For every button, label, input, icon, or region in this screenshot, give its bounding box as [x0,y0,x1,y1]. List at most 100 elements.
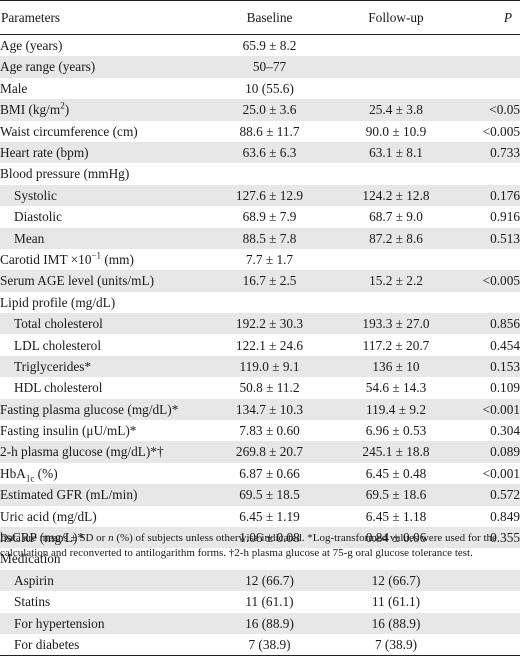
parameter-label: HDL cholesterol [14,380,103,396]
baseline-value: 12 (66.7) [208,569,331,592]
followup-value: 69.5 ± 18.6 [331,484,461,506]
baseline-value: 88.5 ± 7.8 [208,227,331,249]
baseline-value: 10 (55.6) [245,80,294,96]
table-row: Heart rate (bpm) 63.6 ± 6.3 63.1 ± 8.1 0.73… [0,141,520,164]
baseline-value: 65.9 ± 8.2 [242,38,297,54]
p-value: 0.856 [461,313,520,335]
baseline-value: 6.45 ± 1.19 [239,508,300,524]
table-row: Uric acid (mg/dL) 6.45 ± 1.19 6.45 ± 1.18 0… [0,506,520,527]
baseline-value: 16 (88.9) [208,612,331,634]
header-baseline: Baseline [208,0,331,35]
parameter-label: Lipid profile (mg/dL) [0,294,116,310]
p-value [461,56,520,78]
baseline-value: 25.0 ± 3.6 [208,99,331,121]
parameter-label: LDL cholesterol [14,337,102,353]
p-value: <0.001 [482,465,520,481]
followup-value: 16 (88.9) [331,612,461,634]
parameter-label: Systolic [0,184,208,207]
header-followup: Follow-up [331,0,461,35]
parameter-label: hsCRP (mg/L)* [0,526,208,549]
table-footnote: Data are means ± SD or n (%) of subjects… [0,532,497,559]
parameter-label: For hypertension [0,612,208,634]
parameter-label: Male [0,80,28,96]
p-value: <0.001 [461,398,520,421]
parameter-label: Medication [0,551,61,567]
parameter-label: Mean [0,227,208,249]
followup-value [331,249,461,270]
parameter-label: Serum AGE level (units/mL) [0,270,208,292]
baseline-value: 63.6 ± 6.3 [208,141,331,164]
baseline-value: 11 (61.1) [245,594,294,610]
baseline-value: 16.7 ± 2.5 [208,270,331,292]
p-value: 0.153 [461,355,520,378]
followup-value: 193.3 ± 27.0 [331,313,461,335]
followup-value [331,292,461,313]
followup-value: 119.4 ± 9.2 [331,398,461,421]
p-value: 0.176 [461,184,520,207]
followup-value: 136 ± 10 [331,355,461,378]
followup-value: 6.96 ± 0.53 [365,423,427,439]
table-row: Medication [0,548,520,569]
p-value: 0.089 [461,441,520,463]
baseline-value: 122.1 ± 24.6 [235,337,304,353]
baseline-value: 127.6 ± 12.9 [208,184,331,207]
followup-value: 245.1 ± 18.8 [331,441,461,463]
parameter-label: Heart rate (bpm) [0,141,208,164]
table-row: 2-h plasma glucose (mg/dL)*† 269.8 ± 20.7… [0,441,520,463]
followup-value [331,163,461,184]
table-row: Aspirin 12 (66.7) 12 (66.7) [0,569,520,592]
table-row: LDL cholesterol 122.1 ± 24.6 117.2 ± 20.7 0… [0,334,520,355]
parameter-label: Fasting insulin (μU/mL)* [0,423,137,439]
p-value: 0.304 [490,423,520,439]
p-value: 0.733 [461,141,520,164]
parameter-label: Blood pressure (mmHg) [0,166,130,182]
parameter-label: Diastolic [14,209,63,225]
p-value: <0.05 [461,99,520,121]
baseline-value [208,163,331,184]
p-value: 0.916 [490,209,520,225]
table-row: For diabetes 7 (38.9) 7 (38.9) [0,633,520,656]
table-row: Waist circumference (cm) 88.6 ± 11.7 90.0 … [0,121,520,142]
parameter-label: 2-h plasma glucose (mg/dL)*† [0,441,208,463]
followup-value: 0.84 ± 0.06 [331,526,461,549]
baseline-value: 1.06 ± 0.08 [208,526,331,549]
table-row: For hypertension 16 (88.9) 16 (88.9) [0,612,520,634]
parameter-label: Triglycerides* [0,355,208,378]
table-row: Statins 11 (61.1) 11 (61.1) [0,591,520,612]
baseline-value [208,292,331,313]
p-value [461,78,520,99]
parameter-label: BMI (kg/m2) [0,99,208,121]
followup-value [331,35,461,57]
followup-value: 87.2 ± 8.6 [331,227,461,249]
parameter-label: HbA1c (%) [0,465,58,484]
parameter-label: Aspirin [0,569,208,592]
baseline-value: 7 (38.9) [208,633,331,656]
followup-value: 6.45 ± 1.18 [365,508,427,524]
followup-value: 7 (38.9) [331,633,461,656]
followup-value: 12 (66.7) [331,569,461,592]
table-row: Carotid IMT ×10−1 (mm) 7.7 ± 1.7 [0,249,520,270]
followup-value: 68.7 ± 9.0 [369,209,423,225]
table-row: HbA1c (%) 6.87 ± 0.66 6.45 ± 0.48 <0.001 [0,463,520,484]
p-value: 0.109 [490,380,520,396]
followup-value: 54.6 ± 14.3 [365,380,427,396]
p-value [461,612,520,634]
parameter-label: Waist circumference (cm) [0,123,138,139]
baseline-value: 7.7 ± 1.7 [245,251,294,267]
baseline-value: 192.2 ± 30.3 [208,313,331,335]
p-value: 0.849 [490,508,520,524]
p-value [461,633,520,656]
table-row: HDL cholesterol 50.8 ± 11.2 54.6 ± 14.3 0.1… [0,377,520,398]
followup-value: 11 (61.1) [371,594,421,610]
table-row: Fasting plasma glucose (mg/dL)* 134.7 ± 1… [0,398,520,421]
table-row: Serum AGE level (units/mL) 16.7 ± 2.5 15.2… [0,270,520,292]
parameter-label: Carotid IMT ×10−1 (mm) [0,250,134,267]
baseline-value: 50.8 ± 11.2 [239,380,300,396]
table-row: Triglycerides* 119.0 ± 9.1 136 ± 10 0.153 [0,355,520,378]
baseline-value: 6.87 ± 0.66 [239,465,300,481]
table-row: Fasting insulin (μU/mL)* 7.83 ± 0.60 6.96 … [0,420,520,441]
baseline-value: 68.9 ± 7.9 [242,209,297,225]
table-row: Mean 88.5 ± 7.8 87.2 ± 8.6 0.513 [0,227,520,249]
table-row: Diastolic 68.9 ± 7.9 68.7 ± 9.0 0.916 [0,206,520,227]
followup-value: 63.1 ± 8.1 [331,141,461,164]
